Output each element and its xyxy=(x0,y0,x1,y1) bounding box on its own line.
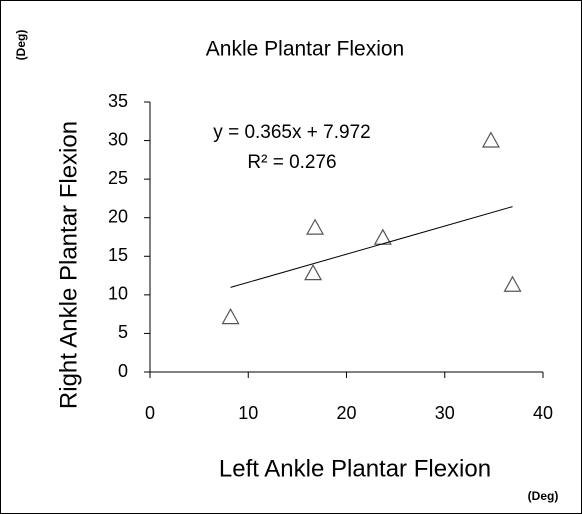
x-axis-label: Left Ankle Plantar Flexion xyxy=(219,455,491,482)
y-tick-label: 20 xyxy=(108,206,128,226)
point xyxy=(481,131,500,148)
chart-title: Ankle Plantar Flexion xyxy=(206,38,404,61)
trend-r2: R² = 0.276 xyxy=(247,152,336,173)
y-unit: (Deg) xyxy=(14,30,28,61)
x-tick-label: 0 xyxy=(145,403,155,423)
x-tick-label: 30 xyxy=(435,403,455,423)
trend-equation: y = 0.365x + 7.972 xyxy=(213,122,370,143)
x-tick-label: 10 xyxy=(238,403,258,423)
trendline xyxy=(230,206,513,288)
y-tick-label: 30 xyxy=(108,129,128,149)
y-tick-label: 5 xyxy=(118,322,128,342)
y-tick-label: 15 xyxy=(108,245,128,265)
point xyxy=(503,275,522,292)
point xyxy=(304,264,323,281)
y-tick-label: 10 xyxy=(108,284,128,304)
x-unit: (Deg) xyxy=(528,489,559,503)
y-tick-label: 25 xyxy=(108,168,128,188)
x-tick-label: 20 xyxy=(336,403,356,423)
y-axis-label: Right Ankle Plantar Flexion xyxy=(55,121,82,409)
y-tick-label: 35 xyxy=(108,91,128,111)
point xyxy=(221,307,240,325)
y-tick-label: 0 xyxy=(118,361,128,381)
x-tick-label: 40 xyxy=(533,403,553,423)
point xyxy=(306,218,325,235)
